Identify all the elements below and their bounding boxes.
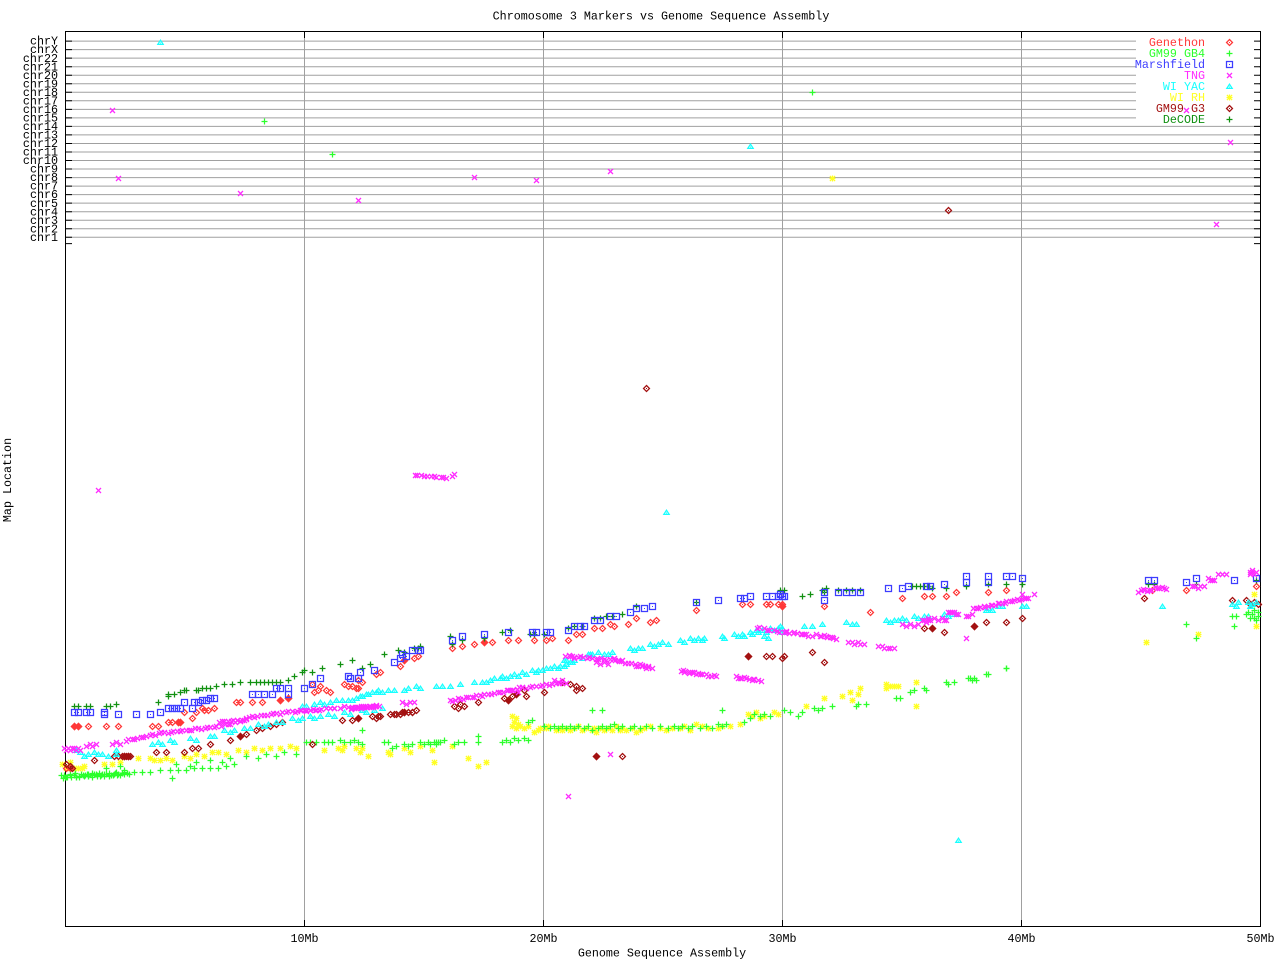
svg-text:WI RH: WI RH: [1170, 91, 1205, 105]
svg-text:chr11: chr11: [23, 146, 58, 160]
svg-text:chr15: chr15: [23, 111, 58, 125]
svg-text:chrY: chrY: [30, 35, 58, 49]
svg-text:chr9: chr9: [30, 163, 58, 177]
svg-text:chr12: chr12: [23, 137, 58, 151]
svg-text:chr7: chr7: [30, 180, 58, 194]
svg-text:20Mb: 20Mb: [529, 932, 557, 946]
svg-text:chr2: chr2: [30, 222, 58, 236]
svg-text:chr10: chr10: [23, 154, 58, 168]
svg-text:chr17: chr17: [23, 94, 58, 108]
svg-text:10Mb: 10Mb: [290, 932, 318, 946]
svg-text:30Mb: 30Mb: [768, 932, 796, 946]
svg-text:chr1: chr1: [30, 231, 58, 245]
svg-text:chr16: chr16: [23, 103, 58, 117]
svg-text:Map Location: Map Location: [1, 438, 15, 522]
svg-text:Chromosome 3 Markers vs Genome: Chromosome 3 Markers vs Genome Sequence …: [493, 10, 830, 24]
svg-text:chr20: chr20: [23, 69, 58, 83]
svg-text:chr4: chr4: [30, 205, 58, 219]
svg-text:WI YAC: WI YAC: [1163, 80, 1205, 94]
svg-text:TNG: TNG: [1184, 69, 1205, 83]
svg-text:chr22: chr22: [23, 52, 58, 66]
svg-text:DeCODE: DeCODE: [1163, 113, 1205, 127]
svg-text:chr19: chr19: [23, 77, 58, 91]
svg-text:chr21: chr21: [23, 60, 58, 74]
svg-text:chr18: chr18: [23, 86, 58, 100]
svg-text:40Mb: 40Mb: [1007, 932, 1035, 946]
svg-text:50Mb: 50Mb: [1246, 932, 1274, 946]
svg-text:chr8: chr8: [30, 171, 58, 185]
svg-text:Genethon: Genethon: [1149, 36, 1205, 50]
svg-text:Genome Sequence Assembly: Genome Sequence Assembly: [578, 947, 746, 960]
svg-text:chrX: chrX: [30, 43, 58, 57]
svg-text:GM99 G3: GM99 G3: [1156, 102, 1205, 116]
svg-text:Marshfield: Marshfield: [1135, 58, 1205, 72]
svg-text:chr5: chr5: [30, 197, 58, 211]
svg-text:chr14: chr14: [23, 120, 58, 134]
svg-text:chr13: chr13: [23, 129, 58, 143]
svg-text:chr3: chr3: [30, 214, 58, 228]
svg-text:chr6: chr6: [30, 188, 58, 202]
svg-text:GM99 GB4: GM99 GB4: [1149, 47, 1205, 61]
